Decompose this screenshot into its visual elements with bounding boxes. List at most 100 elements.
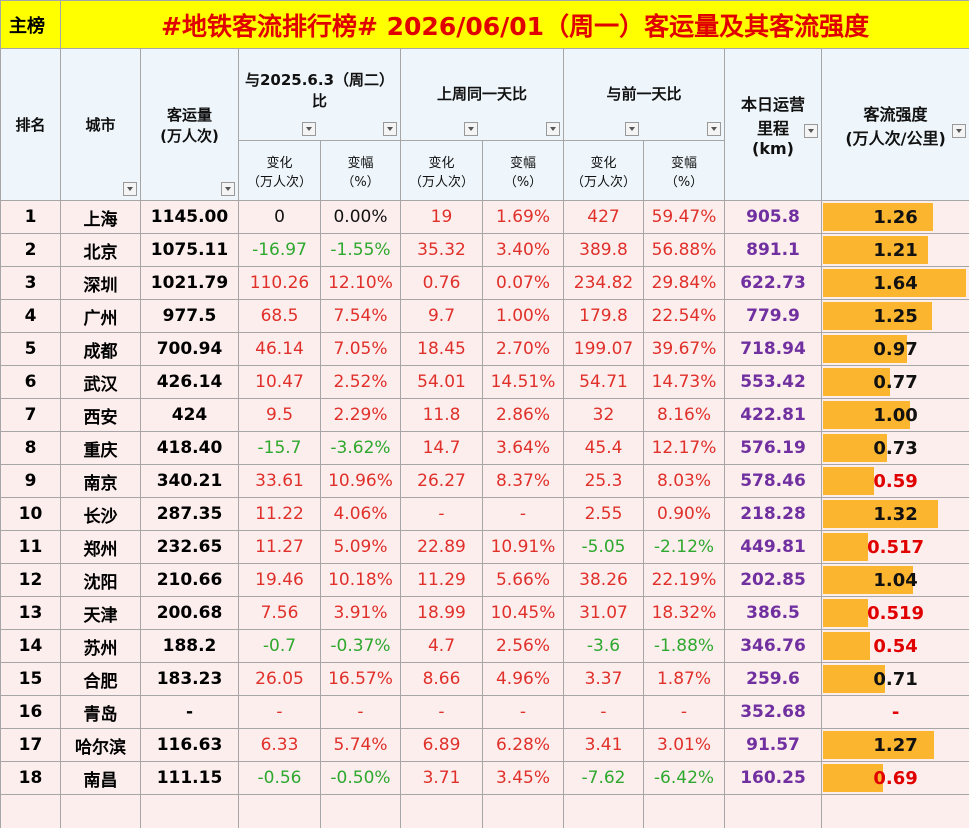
intensity-bar bbox=[823, 236, 929, 264]
filter-icon[interactable] bbox=[383, 122, 397, 136]
header-text: (万人次) bbox=[160, 126, 219, 145]
header-text: （万人次） bbox=[408, 174, 474, 190]
change: -5.05 bbox=[563, 530, 644, 564]
intensity: 0.71 bbox=[873, 668, 918, 690]
change: 11.8 bbox=[400, 398, 483, 432]
change: 2.56% bbox=[482, 629, 564, 663]
city: 重庆 bbox=[60, 431, 141, 465]
change: 59.47% bbox=[643, 200, 725, 234]
intensity-cell: 1.32 bbox=[820, 497, 969, 531]
intensity-bar bbox=[823, 500, 938, 528]
change: 2.52% bbox=[320, 365, 401, 399]
intensity: 0.54 bbox=[873, 635, 918, 657]
change: 4.06% bbox=[320, 497, 401, 531]
intensity-cell: 1.27 bbox=[820, 728, 969, 762]
change: 29.84% bbox=[643, 266, 725, 300]
change: 1.00% bbox=[482, 299, 564, 333]
intensity-cell: 0.71 bbox=[820, 662, 969, 696]
intensity: 0.59 bbox=[873, 470, 918, 492]
intensity-cell: 1.00 bbox=[820, 398, 969, 432]
empty-cell bbox=[238, 794, 321, 828]
header-lines: 与前一天比 bbox=[606, 85, 681, 103]
filter-icon[interactable] bbox=[804, 124, 818, 138]
change: 8.03% bbox=[643, 464, 725, 498]
change: 9.5 bbox=[238, 398, 321, 432]
filter-icon[interactable] bbox=[546, 122, 560, 136]
intensity-bar bbox=[823, 467, 875, 495]
filter-icon[interactable] bbox=[464, 122, 478, 136]
volume: 111.15 bbox=[140, 761, 239, 795]
row: 10 长沙 287.35 11.22 4.06% - -2.55 0.90% 218.28 1.3… bbox=[0, 497, 969, 531]
row: 3 深圳 1021.79 110.26 12.10% 0.76 0.07% 234.82 29.… bbox=[0, 266, 969, 300]
empty-cell bbox=[140, 794, 239, 828]
rank: 1 bbox=[0, 200, 61, 234]
change: - bbox=[482, 497, 564, 531]
volume: 977.5 bbox=[140, 299, 239, 333]
row: 4 广州 977.5 68.5 7.54% 9.7 1.00% 179.8 22.54% 779.… bbox=[0, 299, 969, 333]
header-text: 变化 bbox=[590, 155, 617, 171]
city: 哈尔滨 bbox=[60, 728, 141, 762]
rank: 15 bbox=[0, 662, 61, 696]
city: 南昌 bbox=[60, 761, 141, 795]
intensity: 0.519 bbox=[867, 602, 925, 624]
change: 26.05 bbox=[238, 662, 321, 696]
volume: 340.21 bbox=[140, 464, 239, 498]
change: 1.69% bbox=[482, 200, 564, 234]
change: 3.01% bbox=[643, 728, 725, 762]
change: 22.89 bbox=[400, 530, 483, 564]
empty-row bbox=[0, 794, 969, 828]
change: 33.61 bbox=[238, 464, 321, 498]
change: 4.7 bbox=[400, 629, 483, 663]
change: -0.50% bbox=[320, 761, 401, 795]
filter-icon[interactable] bbox=[302, 122, 316, 136]
header-text: 变化 bbox=[266, 155, 293, 171]
row: 7 西安 424 9.5 2.29% 11.8 2.86% 32 8.16% 422.81 1.00 bbox=[0, 398, 969, 432]
change: 3.41 bbox=[563, 728, 644, 762]
rank: 9 bbox=[0, 464, 61, 498]
filter-icon[interactable] bbox=[123, 182, 137, 196]
header-text: 上周同一天比 bbox=[436, 85, 527, 103]
change: 0 bbox=[238, 200, 321, 234]
header-text: 变幅 bbox=[347, 155, 374, 171]
filter-icon[interactable] bbox=[707, 122, 721, 136]
filter-icon[interactable] bbox=[952, 124, 967, 138]
change: -6.42% bbox=[643, 761, 725, 795]
rank: 6 bbox=[0, 365, 61, 399]
change: 14.7 bbox=[400, 431, 483, 465]
change: 11.27 bbox=[238, 530, 321, 564]
change: -2.12% bbox=[643, 530, 725, 564]
header-text: 变幅 bbox=[670, 155, 697, 171]
change: 0.90% bbox=[643, 497, 725, 531]
intensity-cell: 1.21 bbox=[820, 233, 969, 267]
title-tag: 主榜 bbox=[0, 0, 61, 49]
intensity: 1.26 bbox=[873, 206, 918, 228]
rank: 12 bbox=[0, 563, 61, 597]
change: 54.71 bbox=[563, 365, 644, 399]
rank: 3 bbox=[0, 266, 61, 300]
mileage: 202.85 bbox=[724, 563, 822, 597]
change: 7.56 bbox=[238, 596, 321, 630]
city: 上海 bbox=[60, 200, 141, 234]
header-lines: 变幅 （%） bbox=[320, 140, 401, 201]
filter-icon[interactable] bbox=[625, 122, 639, 136]
header-intensity: 客流强度 (万人次/公里) bbox=[820, 48, 969, 201]
row: 12 沈阳 210.66 19.46 10.18% 11.29 5.66% 38.26 22.1… bbox=[0, 563, 969, 597]
header-text: 客运量 bbox=[166, 105, 212, 124]
mileage: 779.9 bbox=[724, 299, 822, 333]
city: 长沙 bbox=[60, 497, 141, 531]
rank: 13 bbox=[0, 596, 61, 630]
rank: 11 bbox=[0, 530, 61, 564]
city: 成都 bbox=[60, 332, 141, 366]
mileage: 891.1 bbox=[724, 233, 822, 267]
row: 13 天津 200.68 7.56 3.91% 18.99 10.45% 31.07 18.32… bbox=[0, 596, 969, 630]
mileage: 449.81 bbox=[724, 530, 822, 564]
header-lines: 变化 （万人次） bbox=[238, 140, 321, 201]
change: 3.64% bbox=[482, 431, 564, 465]
change: 11.29 bbox=[400, 563, 483, 597]
mileage: 160.25 bbox=[724, 761, 822, 795]
filter-icon[interactable] bbox=[221, 182, 235, 196]
change: 12.17% bbox=[643, 431, 725, 465]
empty-cell bbox=[320, 794, 401, 828]
